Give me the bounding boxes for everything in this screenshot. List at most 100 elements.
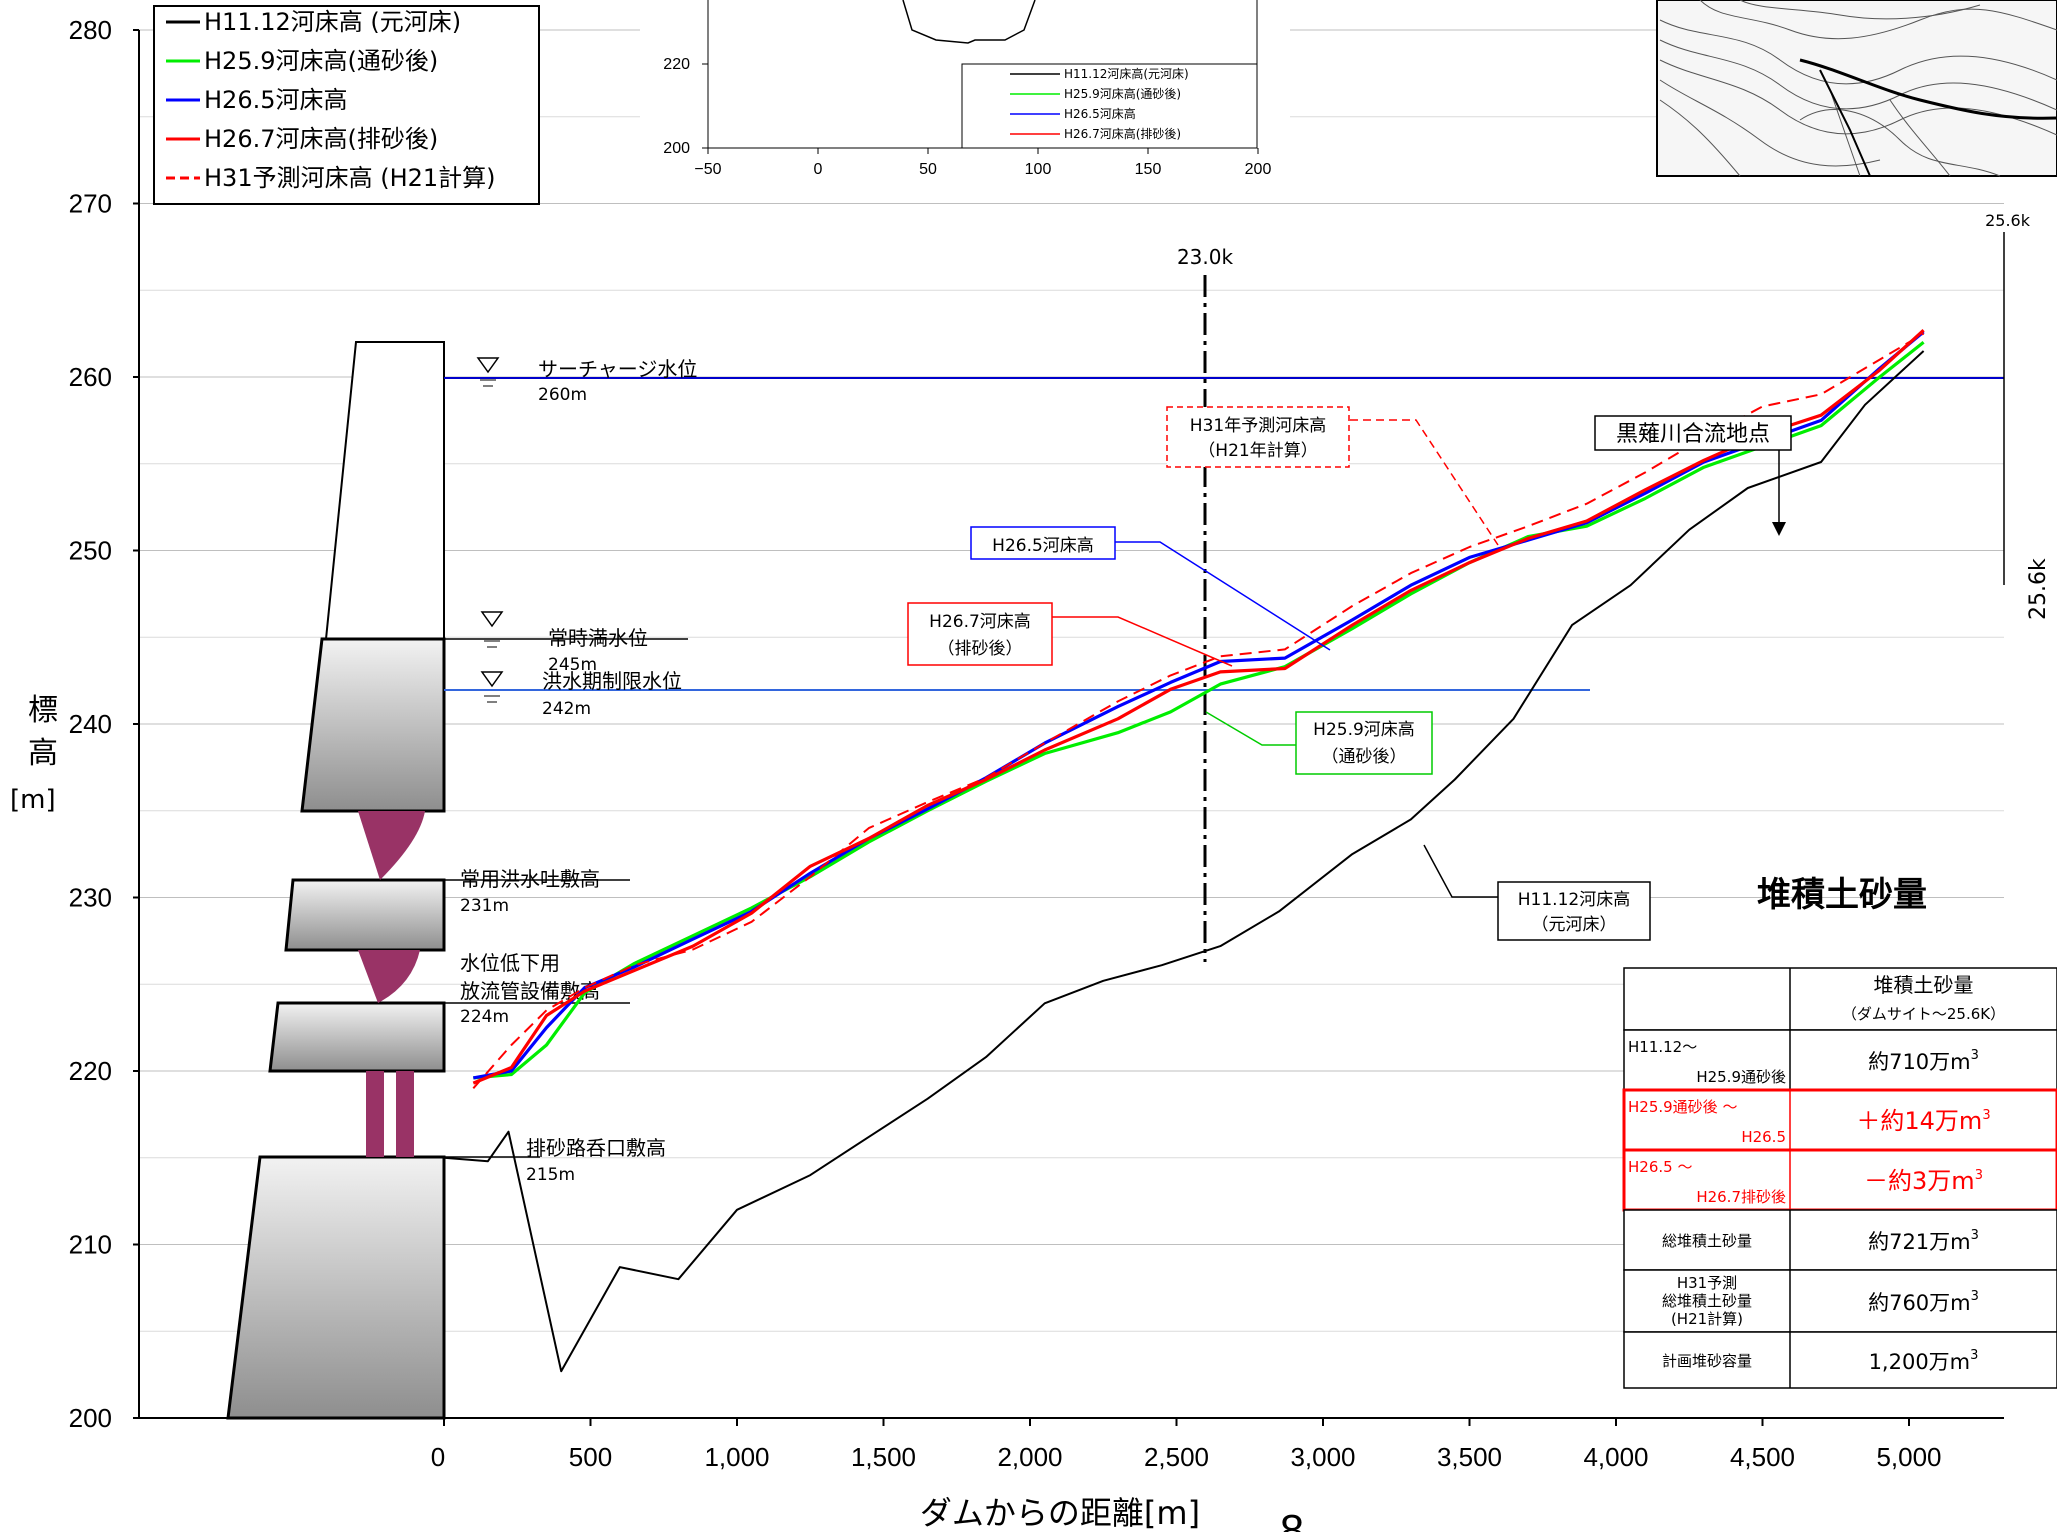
reference-labels: サーチャージ水位 260m 常時満水位 245m 洪水期制限水位 242m 常用… bbox=[460, 357, 697, 1185]
map-road bbox=[1819, 69, 1871, 177]
annotation-h26-5-leader bbox=[1115, 541, 1331, 651]
bypass-intake-value: 215m bbox=[526, 1165, 575, 1185]
annotation-h11-12-text: H11.12河床高 bbox=[1518, 890, 1630, 910]
unit-superscript: 3 bbox=[1970, 1348, 1978, 1363]
annotation-h31: H31年予測河床高 （H21年計算） bbox=[1166, 406, 1499, 546]
dam-crest-block bbox=[324, 341, 445, 640]
spillway-crest-label: 常用洪水吐敷高 bbox=[460, 867, 600, 891]
table-row-label: H26.5 〜 bbox=[1628, 1158, 1692, 1176]
series-line-2 bbox=[473, 330, 1925, 1080]
outlet-level-label-1: 水位低下用 bbox=[460, 951, 560, 975]
table-header-label: 堆積土砂量 bbox=[1874, 973, 1974, 997]
unit-superscript: 3 bbox=[1982, 1108, 1990, 1123]
series-line-1 bbox=[473, 341, 1925, 1080]
table-row-label: H25.9通砂後 〜 bbox=[1628, 1098, 1737, 1116]
y-tick-label: 270 bbox=[69, 189, 112, 219]
x-tick-label: 1,000 bbox=[704, 1442, 769, 1472]
inset-legend-label: H25.9河床高(通砂後) bbox=[1064, 86, 1181, 101]
x-tick-label: 2,500 bbox=[1144, 1442, 1209, 1472]
normal-level-value: 245m bbox=[548, 655, 597, 675]
annotation-kuronagi-confluence: 黒薙川合流地点 bbox=[1594, 415, 1792, 536]
inset-legend-label: H26.5河床高 bbox=[1064, 106, 1136, 121]
dam-lower-block bbox=[268, 1001, 446, 1073]
dam-cross-section bbox=[226, 341, 446, 1420]
annotation-h25-9: H25.9河床高 （通砂後） bbox=[1205, 711, 1433, 775]
table-row-value: 約710万m3 bbox=[1868, 1048, 1979, 1074]
table-row-label: H26.7排砂後 bbox=[1696, 1188, 1786, 1206]
spillway-crest-value: 231m bbox=[460, 896, 509, 916]
sediment-table-grid: 堆積土砂量 （ダムサイト〜25.6K） H11.12〜 H25.9通砂後 約710万m3… bbox=[1622, 967, 2057, 1389]
inset-y-tick-label: 220 bbox=[663, 56, 690, 73]
y-tick-label: 220 bbox=[69, 1056, 112, 1086]
legend-label: H26.7河床高(排砂後) bbox=[204, 125, 438, 153]
series-line-4 bbox=[472, 332, 1925, 1089]
sediment-bypass-pipe-2 bbox=[396, 1071, 414, 1157]
x-tick-labels: 0 500 1,000 1,500 2,000 2,500 3,000 3,500 4,000 4… bbox=[431, 1418, 1942, 1472]
table-row bbox=[1623, 1269, 2057, 1333]
table-row-label: H26.5 bbox=[1741, 1128, 1786, 1146]
table-row-value: 約721万m3 bbox=[1868, 1228, 1979, 1254]
annotation-h26-5-box bbox=[970, 526, 1116, 560]
y-tick-label: 230 bbox=[69, 883, 112, 913]
outlet-level-value: 224m bbox=[460, 1007, 509, 1027]
y-axis-label-2: 高 bbox=[28, 736, 58, 771]
x-tick-label: 3,500 bbox=[1437, 1442, 1502, 1472]
table-row-label: 計画堆砂容量 bbox=[1662, 1352, 1752, 1370]
annotation-h26-7-text2: （排砂後） bbox=[938, 639, 1023, 659]
annotation-h26-7: H26.7河床高 （排砂後） bbox=[907, 602, 1233, 667]
inset-x-tick-label: −50 bbox=[694, 161, 721, 178]
water-level-symbols bbox=[476, 357, 504, 703]
series-line-3 bbox=[472, 329, 1925, 1085]
annotation-h25-9-box bbox=[1295, 711, 1433, 775]
inset-x-tick-label: 100 bbox=[1025, 161, 1052, 178]
dam-base-block bbox=[226, 1155, 446, 1420]
page-number: 8 bbox=[1280, 1506, 1304, 1532]
data-series bbox=[443, 329, 1925, 1373]
table-row-label: H11.12〜 bbox=[1628, 1038, 1697, 1056]
x-tick-label: 4,000 bbox=[1583, 1442, 1648, 1472]
table-header-row bbox=[1623, 967, 2057, 1031]
x-tick-label: 2,000 bbox=[997, 1442, 1062, 1472]
unit-superscript: 3 bbox=[1971, 1048, 1979, 1063]
y-tick-label: 240 bbox=[69, 709, 112, 739]
table-row-label: H25.9通砂後 bbox=[1696, 1068, 1786, 1086]
marker-25-6k-top-label: 25.6k bbox=[1985, 211, 2031, 230]
table-row bbox=[1622, 1088, 2057, 1152]
inset-x-tick-label: 50 bbox=[919, 161, 937, 178]
spillway-outlet-upper bbox=[358, 811, 425, 880]
series-line-0 bbox=[443, 350, 1925, 1373]
bypass-intake-label: 排砂路呑口敷高 bbox=[526, 1136, 666, 1160]
annotation-h11-12-box bbox=[1497, 881, 1651, 941]
y-tick-label: 260 bbox=[69, 362, 112, 392]
inset-riverbed-profile bbox=[902, 0, 1036, 44]
flood-limit-level-value: 242m bbox=[542, 699, 591, 719]
annotation-h11-12-text2: （元河床） bbox=[1532, 915, 1617, 935]
annotation-h11-12: H11.12河床高 （元河床） bbox=[1423, 844, 1651, 941]
annotation-h26-7-text: H26.7河床高 bbox=[929, 612, 1031, 632]
marker-25-6k-side-label: 25.6k bbox=[2026, 558, 2051, 620]
x-tick-label: 5,000 bbox=[1876, 1442, 1941, 1472]
annotation-h26-7-leader bbox=[1052, 616, 1233, 667]
annotation-h26-7-box bbox=[907, 602, 1053, 666]
y-tick-label: 280 bbox=[69, 15, 112, 45]
y-axis-label-3: [m] bbox=[10, 785, 56, 815]
table-row bbox=[1623, 1029, 2057, 1091]
annotation-h25-9-text: H25.9河床高 bbox=[1313, 720, 1415, 740]
annotations: H31年予測河床高 （H21年計算） H26.5河床高 H26.7河床高 （排砂… bbox=[907, 406, 1792, 941]
legend-label: H25.9河床高(通砂後) bbox=[204, 47, 438, 75]
table-row-value: ＋約14万m3 bbox=[1856, 1107, 1990, 1135]
flood-limit-symbol bbox=[480, 671, 504, 703]
table-row bbox=[1623, 1209, 2057, 1271]
annotation-h31-text: H31年予測河床高 bbox=[1190, 416, 1326, 436]
inset-legend-label: H11.12河床高(元河床) bbox=[1064, 66, 1189, 81]
y-axis-label-1: 標 bbox=[28, 693, 58, 728]
annotation-h25-9-leader bbox=[1205, 711, 1296, 746]
legend-label: H31予測河床高 (H21計算) bbox=[204, 164, 496, 192]
section-marker-23k: 23.0k bbox=[1177, 245, 1233, 962]
dam-middle-block bbox=[284, 878, 446, 952]
flood-limit-level-label: 洪水期制限水位 bbox=[542, 669, 682, 693]
annotation-h31-box bbox=[1166, 406, 1350, 468]
